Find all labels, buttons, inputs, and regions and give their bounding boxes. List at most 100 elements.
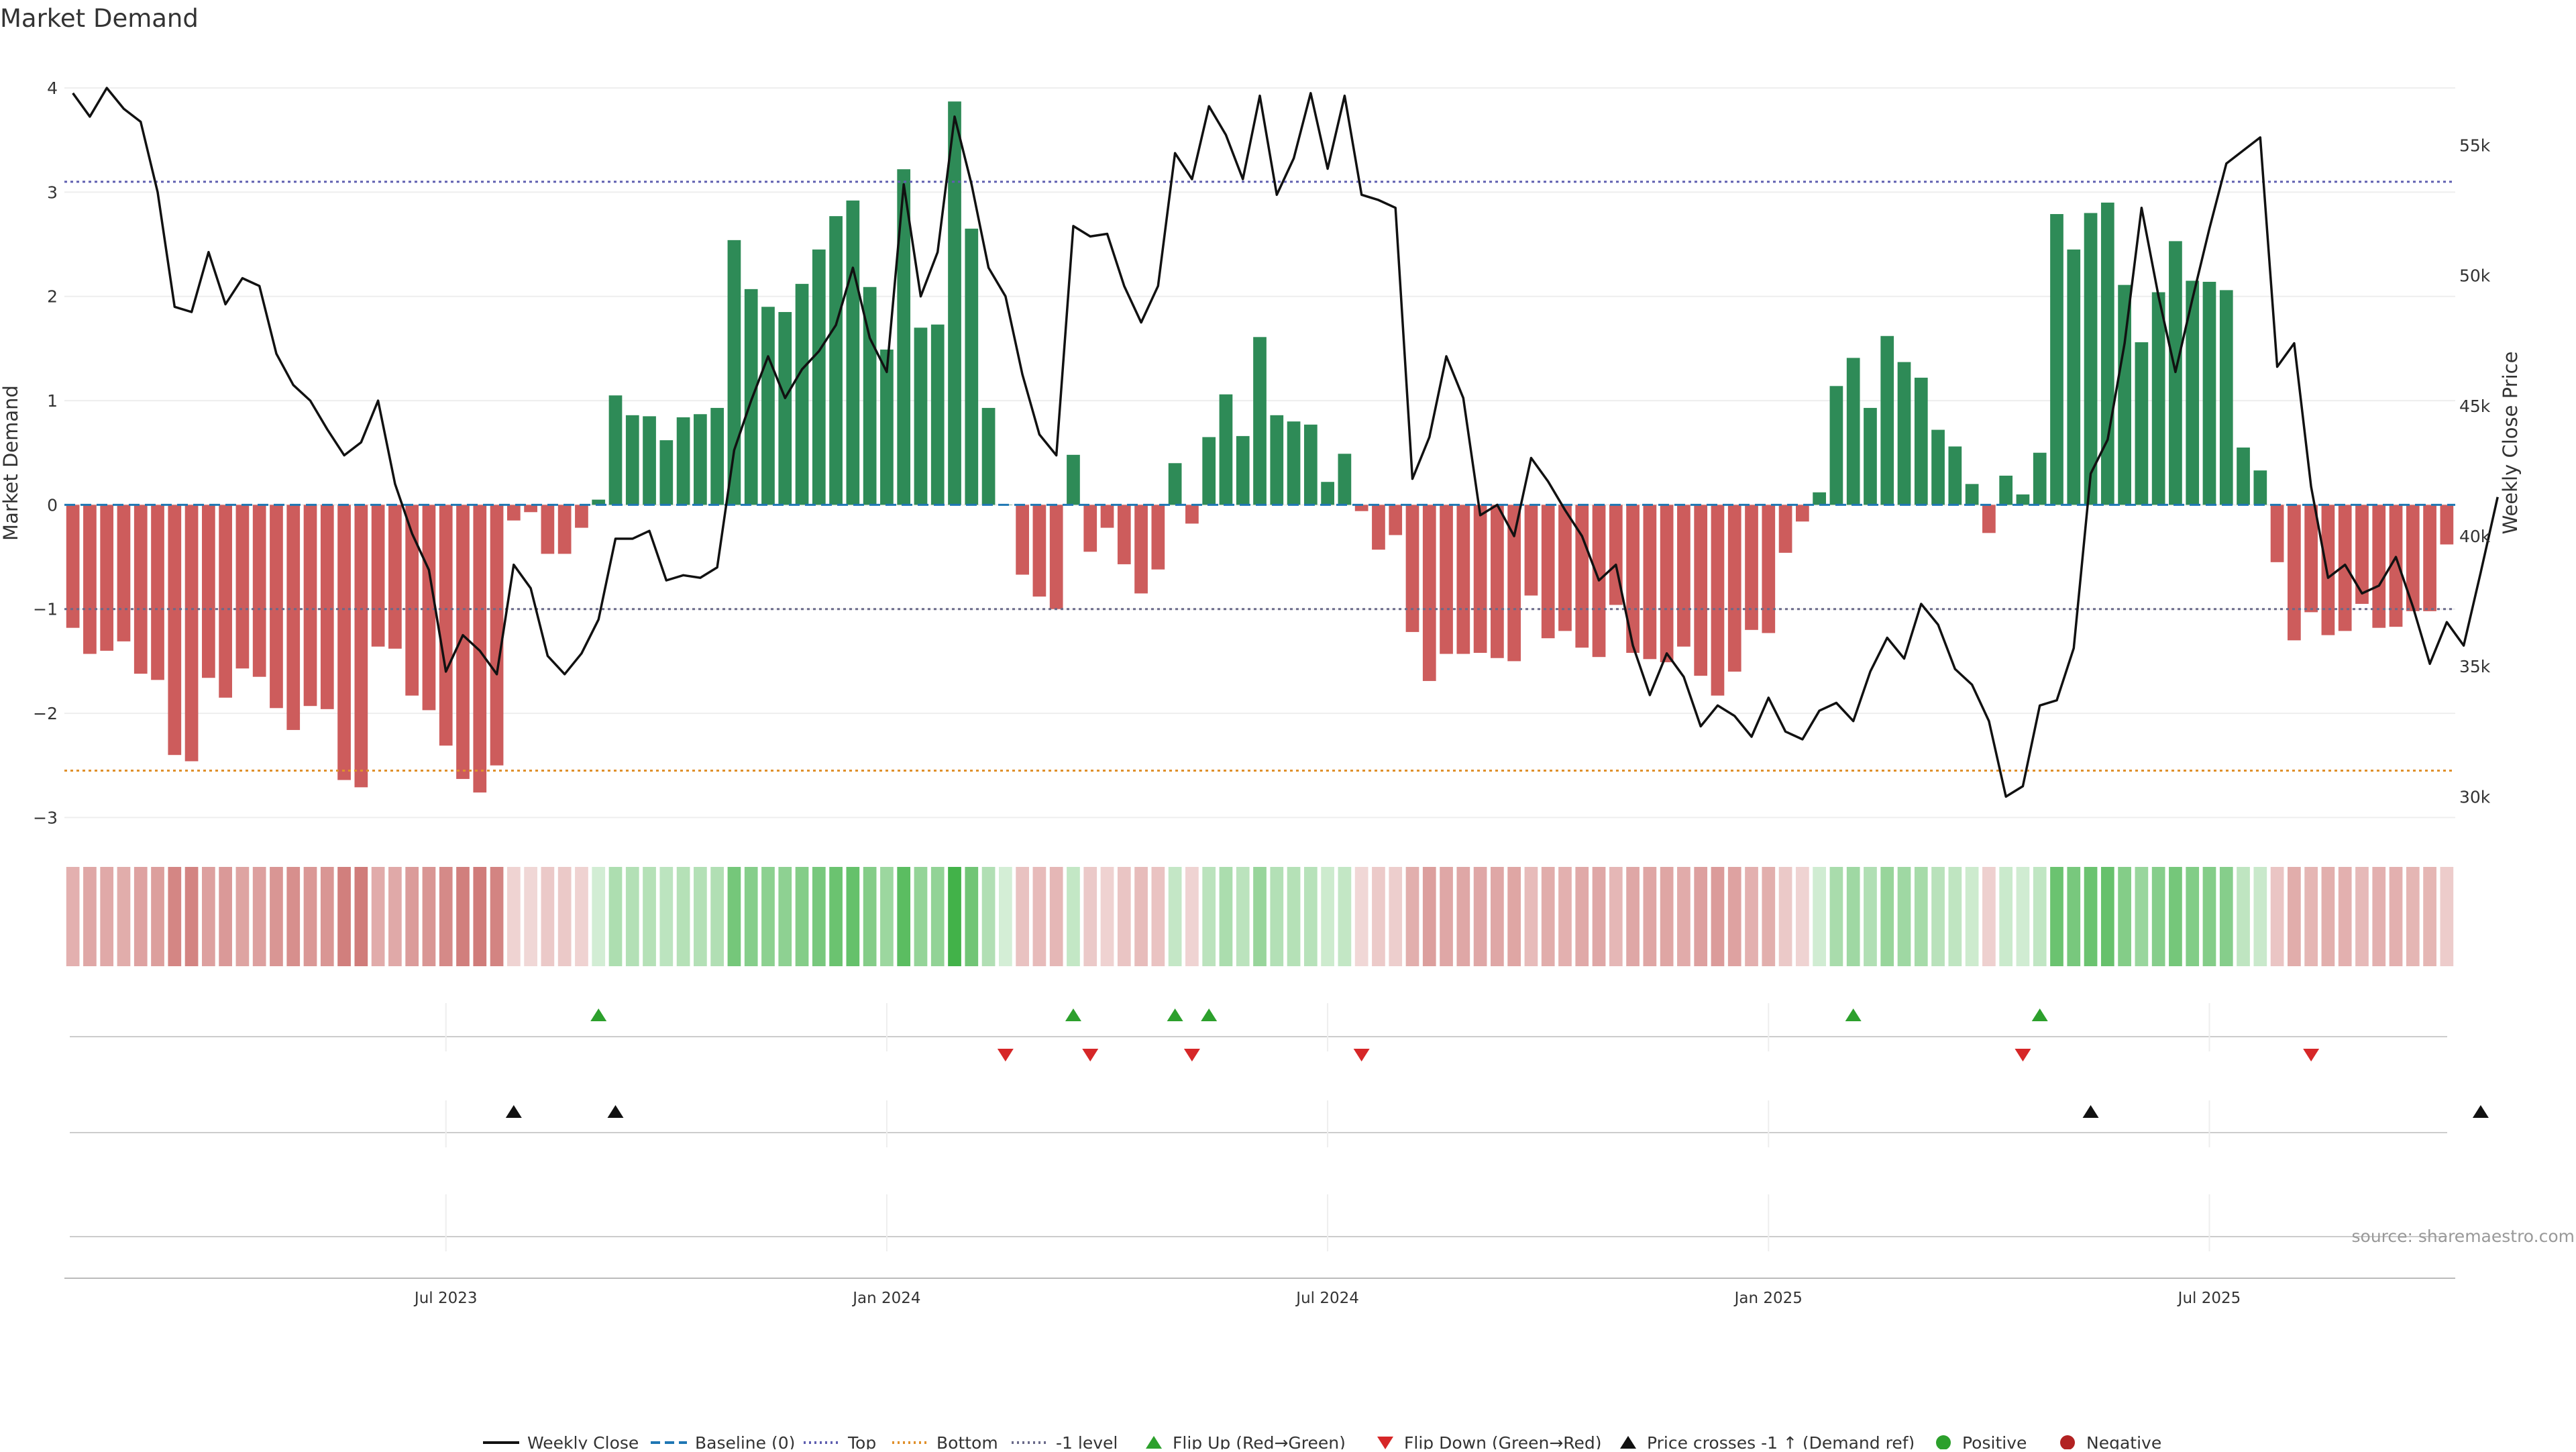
demand-bar	[1185, 505, 1199, 524]
demand-bar	[2288, 505, 2301, 641]
heat-cell	[2135, 867, 2149, 966]
demand-bar	[473, 505, 487, 793]
legend-label: -1 level	[1056, 1433, 1118, 1449]
heat-cell	[643, 867, 656, 966]
demand-bar	[151, 505, 164, 680]
heat-cell	[1575, 867, 1589, 966]
demand-bar	[219, 505, 232, 698]
heat-cell	[2151, 867, 2165, 966]
heat-cell	[998, 867, 1012, 966]
heat-cell	[83, 867, 97, 966]
demand-bar	[320, 505, 334, 709]
heat-cell	[1897, 867, 1911, 966]
demand-bar	[592, 499, 606, 505]
demand-bar	[1524, 505, 1538, 596]
demand-bar	[846, 200, 860, 505]
demand-bar	[2118, 284, 2131, 505]
demand-bar	[1100, 505, 1114, 528]
demand-bar	[1067, 454, 1080, 505]
indicator-panels	[64, 1003, 2455, 1279]
demand-bar	[2084, 213, 2098, 505]
y2-tick-label: 45k	[2459, 397, 2491, 416]
heat-cell	[2270, 867, 2284, 966]
heat-cell	[1880, 867, 1894, 966]
heat-cell	[1100, 867, 1114, 966]
heat-cell	[422, 867, 436, 966]
demand-bar	[557, 505, 572, 554]
heat-cell	[744, 867, 758, 966]
demand-bar	[1965, 484, 1979, 505]
heat-cell	[2304, 867, 2318, 966]
heat-cell	[2100, 867, 2114, 966]
demand-bar	[1643, 505, 1657, 660]
flip-down-marker	[1353, 1049, 1370, 1061]
demand-bar	[1202, 437, 1216, 505]
demand-bar	[1575, 505, 1589, 648]
heat-cell	[846, 867, 860, 966]
demand-bar	[1219, 394, 1233, 505]
heat-cell	[388, 867, 402, 966]
heat-cell	[1948, 867, 1962, 966]
demand-bar	[710, 407, 724, 505]
heat-cell	[117, 867, 131, 966]
legend-label: Baseline (0)	[695, 1433, 795, 1449]
demand-bar	[981, 407, 996, 505]
demand-bar	[880, 349, 894, 505]
flip-up-marker	[1065, 1008, 1081, 1021]
y-tick-label: 4	[47, 79, 58, 98]
demand-bar	[1151, 505, 1165, 570]
demand-bar	[117, 505, 131, 641]
heat-cell	[1795, 867, 1809, 966]
heat-cell	[219, 867, 232, 966]
demand-bar	[524, 505, 537, 513]
demand-bar	[405, 505, 419, 696]
heat-cell	[1389, 867, 1403, 966]
weekly-close-line	[72, 87, 2499, 798]
demand-bar	[1864, 407, 1877, 505]
price-cross-marker	[2472, 1105, 2489, 1118]
legend-swatch	[1146, 1436, 1162, 1449]
demand-bar	[608, 395, 623, 505]
heat-cell	[2033, 867, 2047, 966]
demand-bar	[1117, 505, 1131, 564]
demand-bar	[1999, 475, 2013, 505]
heat-cell	[405, 867, 419, 966]
demand-bar	[2338, 505, 2352, 631]
demand-bar	[184, 505, 199, 762]
heat-cell	[1321, 867, 1334, 966]
heat-cell	[2016, 867, 2030, 966]
heat-cell	[1270, 867, 1284, 966]
heat-cell	[473, 867, 487, 966]
heat-cell	[608, 867, 623, 966]
heat-cell	[710, 867, 724, 966]
heat-cell	[575, 867, 588, 966]
heat-cell	[727, 867, 741, 966]
flip-up-marker	[2031, 1008, 2048, 1021]
heat-cell	[1558, 867, 1572, 966]
heat-cell	[1456, 867, 1470, 966]
heat-cell	[795, 867, 809, 966]
demand-bar	[2050, 214, 2063, 505]
demand-bar	[1389, 505, 1403, 535]
demand-bar	[1303, 424, 1318, 505]
legend-label: Bottom	[936, 1433, 998, 1449]
heat-cell	[1049, 867, 1063, 966]
heat-cell	[235, 867, 250, 966]
heat-cell	[1354, 867, 1368, 966]
heat-cell	[625, 867, 639, 966]
heat-cell	[778, 867, 792, 966]
demand-bar	[625, 415, 639, 505]
heat-cell	[2202, 867, 2216, 966]
demand-bar	[1372, 505, 1385, 550]
heat-cell	[1185, 867, 1199, 966]
heat-cell	[270, 867, 283, 966]
flip-up-marker	[1845, 1008, 1862, 1021]
heat-cell	[133, 867, 148, 966]
demand-bar	[2100, 202, 2114, 505]
legend-label: Flip Up (Red→Green)	[1173, 1433, 1346, 1449]
heat-cell	[1745, 867, 1758, 966]
demand-bar	[1778, 505, 1792, 553]
y-tick-label: −2	[33, 704, 58, 723]
